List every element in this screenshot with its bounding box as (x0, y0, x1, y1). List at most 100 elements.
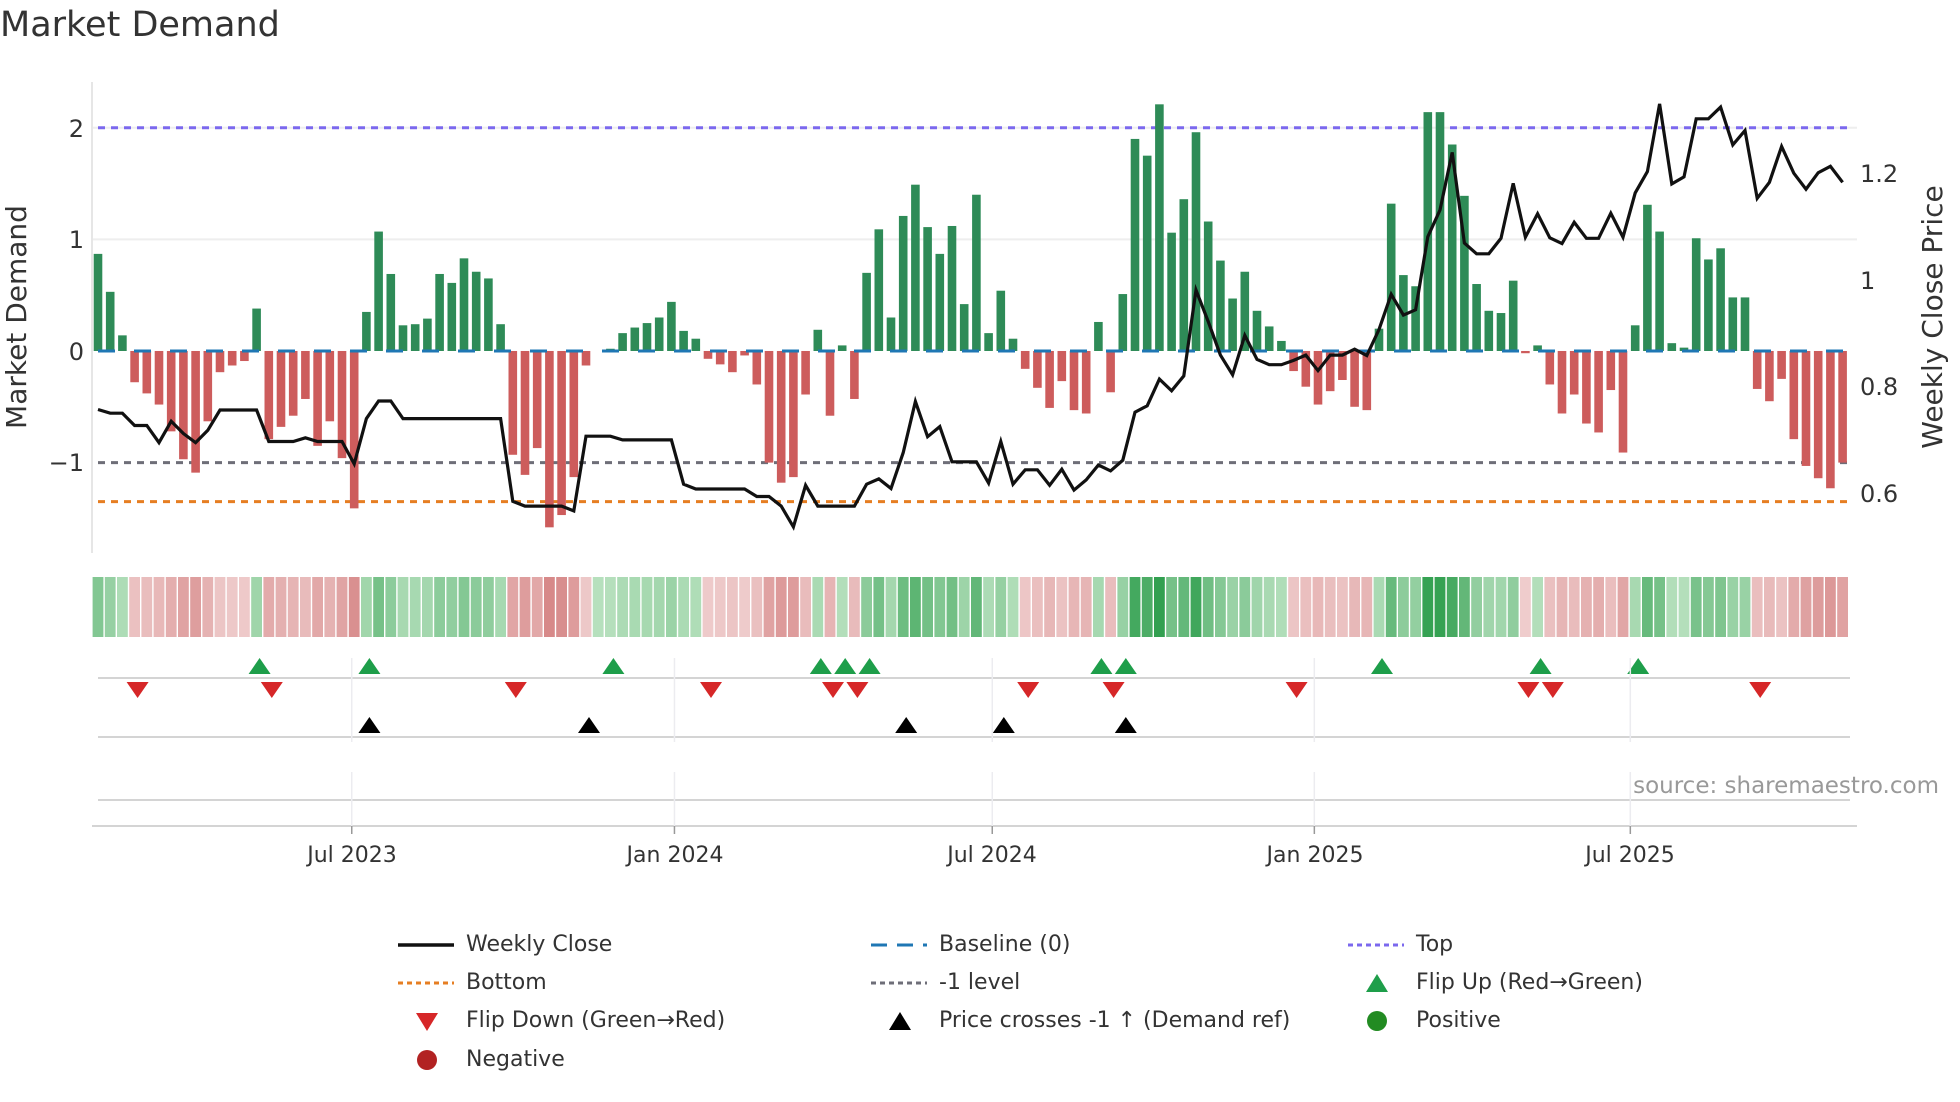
heat-strip-cell (1800, 577, 1812, 637)
heat-strip-cell (556, 577, 567, 637)
positive-bar (1240, 271, 1250, 351)
negative-bar (1789, 350, 1799, 440)
negative-bar (203, 350, 213, 422)
flip-down-marker (1517, 682, 1540, 698)
positive-bar (1411, 286, 1420, 351)
flip-down-marker (700, 682, 722, 698)
positive-bar (93, 253, 103, 351)
heat-strip-cell (1166, 577, 1177, 637)
heat-strip-cell (507, 577, 519, 637)
legend-item-negative: Negative (396, 1043, 856, 1077)
negative-bar (1069, 350, 1079, 411)
negative-bar (1057, 350, 1067, 382)
heat-strip-cell (1361, 577, 1373, 637)
heat-strip-cell (1703, 577, 1714, 637)
negative-bar (1301, 350, 1311, 387)
heat-strip-cell (1239, 577, 1251, 637)
heat-strip-cell (1044, 577, 1055, 637)
positive-bar (1130, 138, 1140, 351)
heat-strip-cell (605, 577, 616, 637)
negative-bar (740, 350, 749, 356)
flip-up-marker (809, 658, 832, 674)
negative-bar (1338, 350, 1347, 381)
negative-bar (1765, 350, 1774, 402)
y-tick-label: 0 (69, 338, 84, 366)
negative-bar (1545, 350, 1555, 385)
flip-up-marker (1114, 658, 1137, 674)
positive-bar (1386, 203, 1396, 351)
x-tick-label: Jul 2023 (305, 843, 397, 868)
positive-bar (484, 278, 493, 351)
negative-bar (1521, 350, 1530, 354)
heat-strip-cell (1825, 577, 1836, 637)
negative-bar (850, 350, 859, 399)
heat-strip-cell (1349, 577, 1360, 637)
negative-bar (1582, 350, 1591, 424)
flip-down-marker (504, 682, 527, 698)
event-markers (126, 658, 1772, 733)
positive-bar (862, 272, 871, 351)
negative-bar (154, 350, 164, 405)
positive-bar (447, 282, 457, 351)
heat-strip-cell (763, 577, 775, 637)
positive-bar (374, 231, 383, 351)
heat-strip-cell (190, 577, 201, 637)
positive-bar (947, 225, 957, 351)
heat-strip-cell (1788, 577, 1800, 637)
positive-bar (1704, 259, 1713, 351)
heat-strip-cell (1068, 577, 1080, 637)
heat-strip-cell (141, 577, 153, 637)
heat-strip-cell (1251, 577, 1263, 637)
heat-strip-cell (690, 577, 702, 637)
negative-bar (1606, 350, 1616, 391)
heat-strip-cell (1227, 577, 1238, 637)
negative-bar (1826, 350, 1835, 489)
heat-strip-cell (1178, 577, 1190, 637)
negative-bar (1569, 350, 1579, 395)
heat-strip-cell (812, 577, 824, 637)
heat-strip-cell (226, 577, 238, 637)
negative-bar (789, 350, 798, 478)
circle-icon (1346, 1004, 1408, 1038)
positive-bar (935, 253, 945, 351)
heat-strip-cell (1751, 577, 1763, 637)
heat-strip-cell (531, 577, 543, 637)
heat-strip-cell (800, 577, 811, 637)
positive-bar (837, 345, 847, 351)
positive-bar (1252, 310, 1262, 351)
heat-strip-cell (653, 577, 665, 637)
heat-strip-cell (397, 577, 409, 637)
positive-bar (1277, 340, 1286, 351)
negative-bar (313, 350, 322, 446)
heat-strip-cell (373, 577, 384, 637)
chart-title: Market Demand (0, 5, 280, 45)
negative-bar (1045, 350, 1054, 408)
negative-bar (1557, 350, 1567, 414)
legend-label: Top (1416, 932, 1454, 957)
flip-up-marker (858, 658, 881, 674)
positive-bar (1740, 297, 1750, 351)
heat-strip-cell (1105, 577, 1116, 637)
heat-strip-cell (434, 577, 445, 637)
positive-bar (618, 333, 627, 351)
positive-bar (691, 338, 701, 351)
negative-bar (520, 350, 530, 475)
negative-bar (142, 350, 152, 394)
positive-bar (1142, 155, 1152, 351)
legend-label: Bottom (466, 970, 547, 995)
negative-bar (1752, 350, 1762, 389)
solid-line-icon (396, 928, 458, 962)
positive-bar (1691, 238, 1701, 351)
heat-strip-cell (1410, 577, 1421, 637)
heat-strip-cell (422, 577, 433, 637)
negative-bar (191, 350, 200, 473)
heat-strip-cell (1385, 577, 1397, 637)
negative-bar (1838, 350, 1847, 463)
heat-strip-cell (934, 577, 946, 637)
heat-strip-cell (946, 577, 958, 637)
legend-item-top: Top (1346, 928, 1866, 962)
heat-strip-cell (592, 577, 604, 637)
legend: Weekly Close Baseline (0) Top Bottom -1 … (0, 920, 1960, 1100)
legend-item-baseline: Baseline (0) (869, 928, 1339, 962)
positive-bar (996, 290, 1006, 351)
